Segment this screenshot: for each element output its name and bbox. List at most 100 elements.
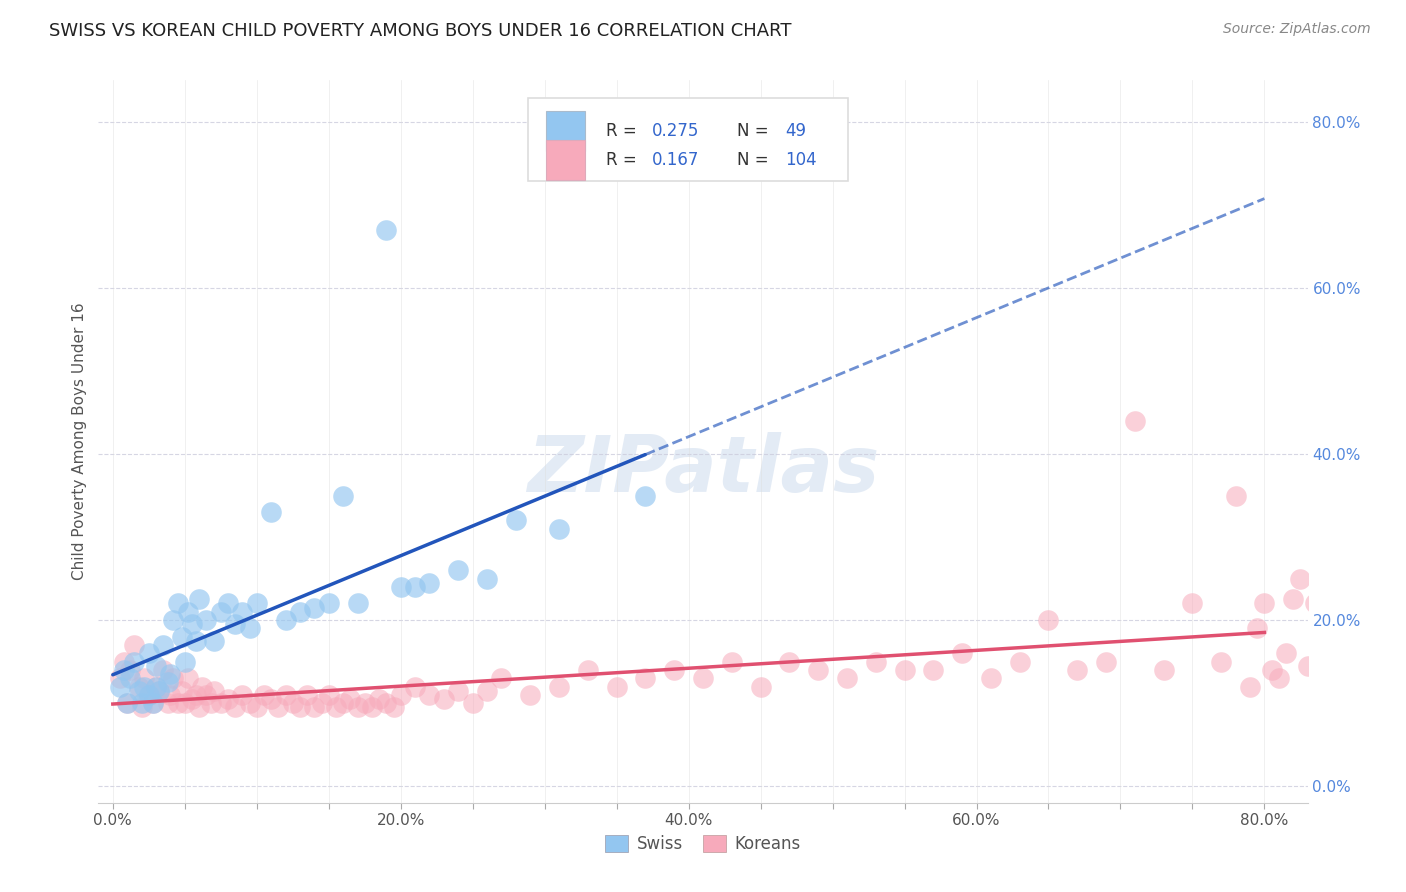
Point (346, 700, 368, 714)
Point (239, 621, 262, 635)
Point (835, 671, 858, 685)
Text: 104: 104 (785, 151, 817, 169)
Point (606, 680, 628, 694)
Point (152, 638, 174, 652)
Point (162, 613, 184, 627)
Point (1246, 621, 1268, 635)
Point (893, 663, 915, 677)
Point (346, 597, 368, 611)
Point (288, 605, 311, 619)
Legend: Swiss, Koreans: Swiss, Koreans (599, 828, 807, 860)
Point (389, 688, 412, 702)
Point (1354, 671, 1376, 685)
Point (375, 223, 398, 237)
Point (749, 680, 772, 694)
Point (1038, 613, 1060, 627)
Point (134, 671, 156, 685)
Point (188, 700, 211, 714)
Point (274, 613, 297, 627)
Point (475, 572, 498, 586)
Point (368, 692, 391, 706)
Point (128, 683, 150, 698)
Point (634, 671, 657, 685)
Point (505, 513, 527, 527)
Point (1282, 592, 1305, 607)
Text: R =: R = (606, 122, 643, 140)
Point (200, 696, 222, 710)
Point (159, 667, 181, 681)
Point (433, 692, 456, 706)
Point (475, 683, 498, 698)
Point (922, 663, 945, 677)
Point (181, 692, 204, 706)
Point (519, 688, 541, 702)
Text: N =: N = (737, 151, 773, 169)
Point (318, 597, 340, 611)
FancyBboxPatch shape (546, 111, 585, 151)
Point (108, 680, 131, 694)
Point (267, 700, 290, 714)
Point (131, 696, 153, 710)
Point (173, 696, 195, 710)
Text: SWISS VS KOREAN CHILD POVERTY AMONG BOYS UNDER 16 CORRELATION CHART: SWISS VS KOREAN CHILD POVERTY AMONG BOYS… (49, 22, 792, 40)
Point (865, 655, 887, 669)
Text: N =: N = (737, 122, 773, 140)
Point (418, 688, 440, 702)
Point (325, 700, 347, 714)
Point (692, 671, 714, 685)
Point (548, 680, 571, 694)
Point (176, 671, 198, 685)
Point (311, 696, 333, 710)
Text: 0.167: 0.167 (652, 151, 700, 169)
Point (239, 696, 262, 710)
Point (1310, 588, 1333, 602)
Point (131, 700, 153, 714)
Point (186, 633, 208, 648)
Point (112, 655, 135, 669)
Point (120, 663, 142, 677)
Point (382, 700, 405, 714)
Point (461, 696, 484, 710)
Point (134, 680, 156, 694)
Text: ZIPatlas: ZIPatlas (527, 433, 879, 508)
Point (332, 489, 354, 503)
Point (145, 680, 167, 694)
Point (152, 663, 174, 677)
Point (202, 633, 225, 648)
Text: Source: ZipAtlas.com: Source: ZipAtlas.com (1223, 22, 1371, 37)
Point (120, 671, 142, 685)
Point (1324, 572, 1347, 586)
Point (1303, 597, 1326, 611)
Point (1340, 638, 1362, 652)
Point (980, 671, 1002, 685)
Point (1211, 655, 1233, 669)
Point (634, 489, 657, 503)
Point (231, 688, 253, 702)
Point (1239, 680, 1261, 694)
Point (191, 680, 214, 694)
Point (778, 655, 800, 669)
Point (304, 600, 326, 615)
Point (1153, 663, 1175, 677)
Point (224, 617, 246, 632)
Point (404, 580, 426, 594)
Point (145, 658, 167, 673)
Point (186, 688, 208, 702)
Point (576, 663, 599, 677)
Point (224, 700, 246, 714)
Point (1008, 655, 1031, 669)
Point (548, 522, 571, 536)
Point (664, 663, 686, 677)
Point (1296, 658, 1319, 673)
Point (176, 605, 198, 619)
Point (148, 683, 170, 698)
Text: 49: 49 (785, 122, 806, 140)
Point (209, 696, 232, 710)
Point (274, 688, 297, 702)
Point (295, 688, 318, 702)
Point (124, 655, 146, 669)
Point (339, 692, 361, 706)
FancyBboxPatch shape (546, 140, 585, 179)
Point (166, 696, 188, 710)
Point (142, 696, 165, 710)
